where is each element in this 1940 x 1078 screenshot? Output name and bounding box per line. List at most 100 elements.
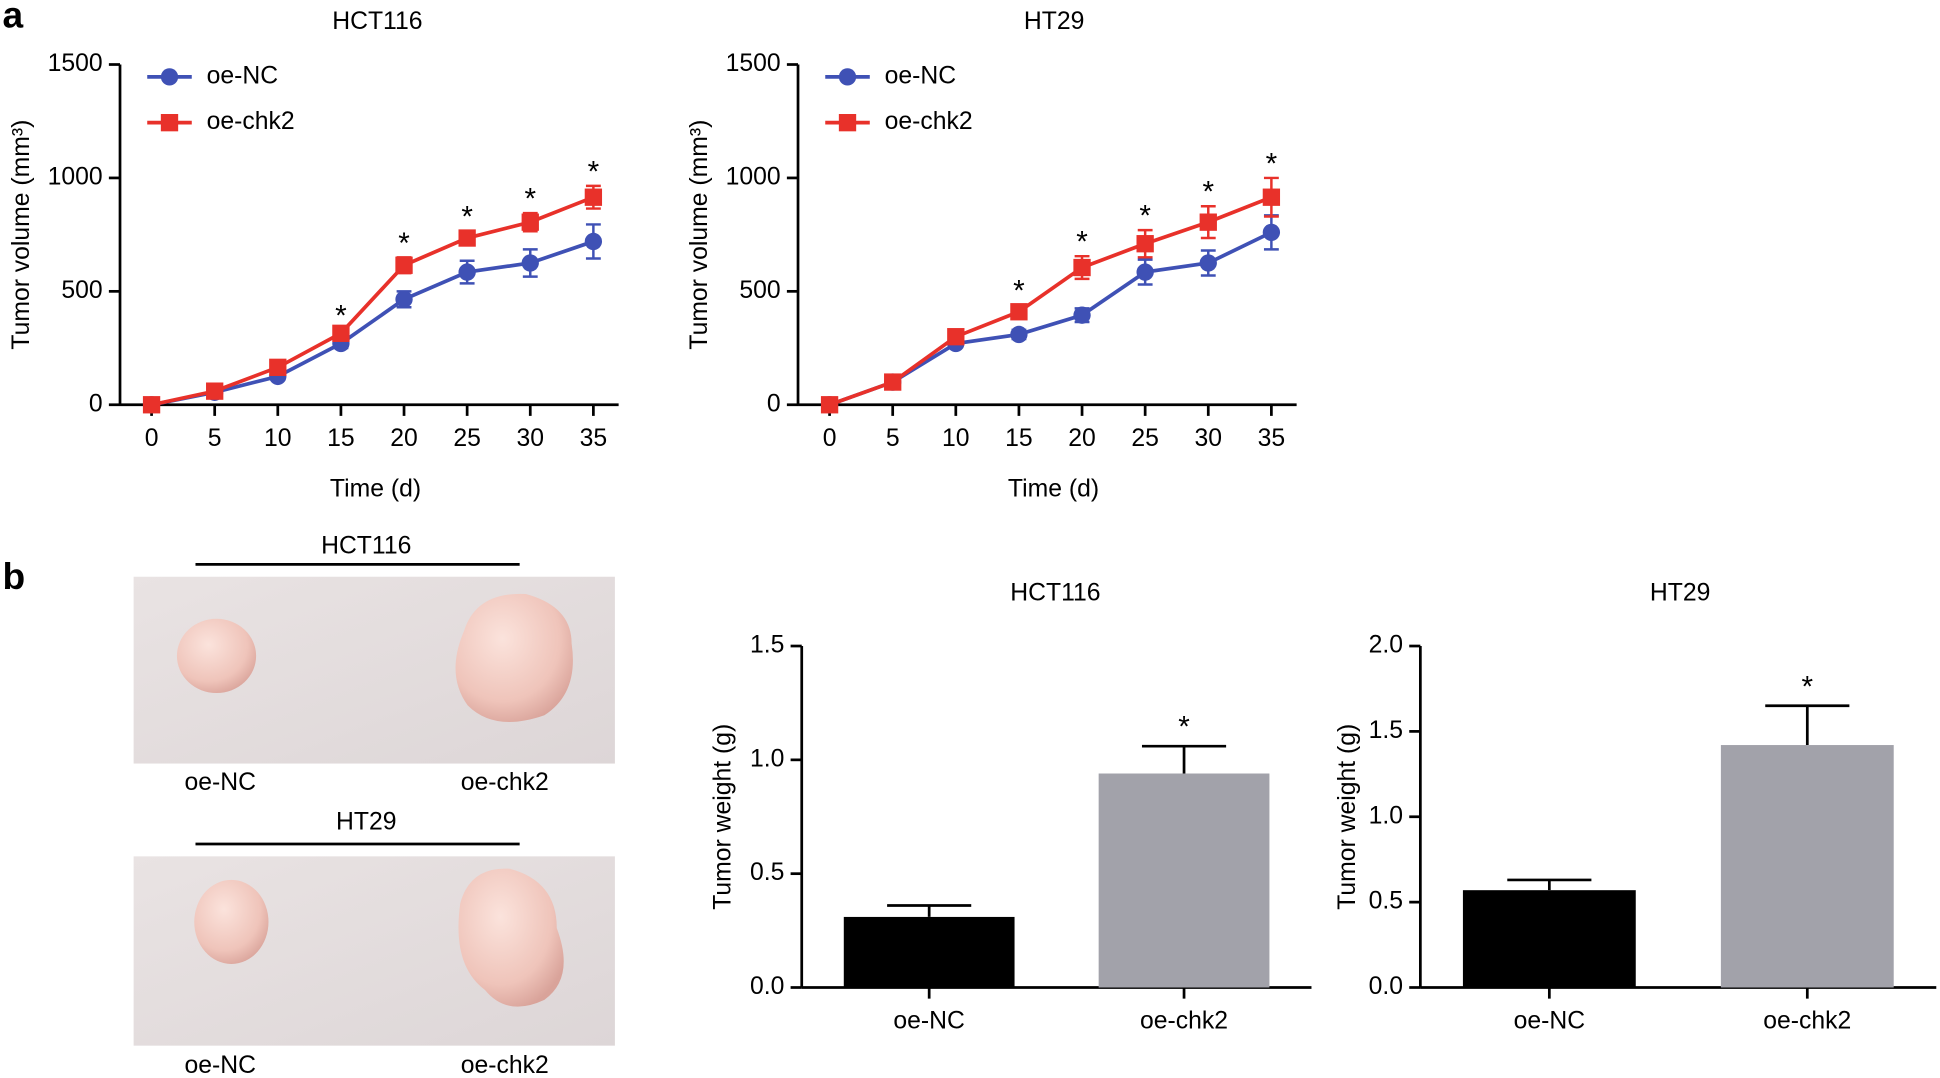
marker (458, 229, 476, 247)
x-tick-label: 5 (208, 425, 222, 452)
marker (269, 358, 287, 376)
marker (1136, 263, 1154, 281)
marker (584, 232, 603, 251)
x-tick-label: 0 (145, 425, 159, 452)
y-tick-label: 1000 (726, 163, 781, 190)
y-tick-label: 0.5 (750, 859, 784, 886)
x-tick-label: 25 (1131, 425, 1159, 452)
marker (521, 213, 539, 231)
significance: * (1266, 147, 1278, 180)
y-tick-label: 0.0 (750, 973, 784, 1000)
significance: * (524, 183, 536, 216)
x-tick-label: 35 (580, 425, 608, 452)
significance: * (335, 299, 347, 332)
significance: * (398, 227, 410, 260)
marker (820, 396, 839, 414)
marker (1073, 306, 1091, 324)
y-tick-label: 0 (89, 390, 103, 417)
bar (1462, 890, 1636, 988)
legend-label: oe-chk2 (207, 108, 295, 135)
x-tick-label: oe-NC (1514, 1008, 1585, 1035)
marker (1010, 303, 1028, 321)
y-axis-label: Tumor weight (g) (1334, 724, 1361, 910)
marker (1199, 213, 1217, 231)
photo-label: oe-chk2 (461, 1052, 549, 1078)
legend-marker (838, 114, 857, 132)
legend-marker (160, 68, 179, 86)
marker (332, 324, 350, 342)
y-tick-label: 1.0 (750, 745, 784, 772)
y-tick-label: 500 (61, 277, 102, 304)
y-tick-label: 1.0 (1369, 802, 1403, 829)
marker (142, 396, 161, 414)
x-tick-label: 35 (1258, 425, 1286, 452)
chart-title: HCT116 (332, 8, 422, 35)
y-tick-label: 500 (739, 277, 780, 304)
significance: * (1013, 274, 1025, 307)
x-tick-label: 20 (1068, 425, 1096, 452)
x-tick-label: 30 (1195, 425, 1223, 452)
significance: * (1076, 226, 1088, 259)
panel-label: a (2, 0, 23, 35)
x-tick-label: 5 (886, 425, 900, 452)
y-axis-label: Tumor volume (mm³) (8, 120, 35, 350)
y-axis-label: Tumor volume (mm³) (686, 120, 713, 350)
marker (1010, 325, 1028, 344)
y-tick-label: 0.5 (1369, 888, 1403, 915)
x-tick-label: 0 (823, 425, 837, 452)
significance: * (1802, 670, 1814, 703)
marker (1262, 223, 1281, 242)
error-bar (887, 904, 972, 917)
x-tick-label: oe-chk2 (1763, 1008, 1851, 1035)
panel-label: b (2, 555, 25, 597)
chart-title: HT29 (1650, 580, 1710, 607)
legend-marker (838, 68, 857, 86)
significance: * (1202, 176, 1214, 209)
legend-label: oe-NC (207, 62, 278, 89)
marker (206, 382, 224, 400)
bar (1098, 773, 1270, 988)
significance: * (1139, 200, 1151, 233)
marker (584, 188, 603, 206)
chart-title: HCT116 (1010, 580, 1100, 607)
y-tick-label: 0 (767, 390, 781, 417)
y-tick-label: 0.0 (1369, 973, 1403, 1000)
series-line (151, 239, 594, 407)
significance: * (461, 201, 473, 234)
significance: * (1178, 711, 1190, 744)
tumor (176, 618, 257, 694)
y-tick-label: 1.5 (750, 632, 784, 659)
series-line (828, 195, 1273, 407)
x-tick-label: 20 (390, 425, 418, 452)
x-tick-label: 15 (327, 425, 355, 452)
y-tick-label: 1000 (48, 163, 103, 190)
legend-label: oe-NC (885, 62, 956, 89)
bar (843, 916, 1015, 988)
x-tick-label: 25 (453, 425, 481, 452)
error-bar (1765, 704, 1850, 746)
chart-title: HT29 (1024, 8, 1084, 35)
marker (1262, 188, 1281, 206)
marker (395, 256, 413, 274)
photo-title: HCT116 (321, 533, 411, 560)
y-tick-label: 1.5 (1369, 717, 1403, 744)
x-tick-label: oe-chk2 (1140, 1008, 1228, 1035)
y-tick-label: 1500 (726, 50, 781, 77)
x-axis-label: Time (d) (330, 476, 421, 503)
marker (395, 290, 413, 308)
y-tick-label: 1500 (48, 50, 103, 77)
legend-label: oe-chk2 (885, 108, 973, 135)
photo-title: HT29 (336, 808, 396, 835)
marker (947, 328, 965, 346)
marker (1199, 254, 1217, 272)
photo-label: oe-NC (184, 769, 255, 796)
x-axis-label: Time (d) (1008, 476, 1099, 503)
marker (884, 373, 902, 391)
error-bar (1507, 878, 1592, 891)
x-tick-label: 10 (264, 425, 292, 452)
marker (1136, 235, 1154, 253)
significance: * (588, 155, 600, 188)
legend-marker (160, 114, 179, 132)
